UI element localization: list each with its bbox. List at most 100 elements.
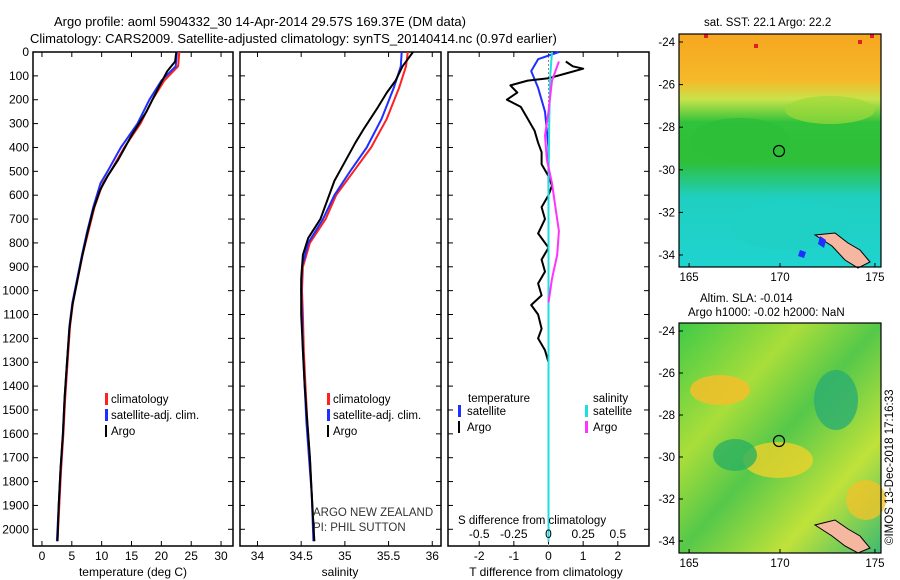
map-y-tick-label: -32	[658, 207, 675, 219]
map-y-tick-label: -30	[658, 452, 675, 464]
x-tick-label: 35	[338, 549, 352, 563]
legend-swatch-sal-satellite	[585, 405, 588, 417]
argo-float-location	[772, 434, 786, 448]
map-y-tick-label: -26	[658, 368, 675, 380]
y-tick-label: 1000	[2, 284, 29, 298]
series-line-argo	[505, 60, 585, 363]
sla-map-title-line1: Altim. SLA: -0.014	[700, 293, 793, 305]
figure-title-line1: Argo profile: aoml 5904332_30 14-Apr-201…	[54, 14, 466, 29]
y-tick-label: 1300	[2, 355, 29, 369]
sst-hotspot-marker	[870, 34, 874, 38]
new-zealand-coast	[813, 519, 871, 554]
sst-map-title: sat. SST: 22.1 Argo: 22.2	[704, 17, 831, 29]
x-tick-label: -1	[509, 549, 520, 563]
sst-hotspot-marker	[704, 34, 708, 38]
s-diff-tick-label: -0.25	[500, 527, 528, 541]
y-tick-label: 300	[9, 117, 29, 131]
x-tick-label: 1	[580, 549, 587, 563]
sla-map-title-line2: Argo h1000: -0.02 h2000: NaN	[688, 307, 845, 319]
imos-credit: ©IMOS 13-Dec-2018 17:16:33	[884, 389, 896, 545]
legend-swatch-climatology	[105, 393, 108, 405]
s-difference-axis-label: S difference from climatology	[458, 515, 606, 527]
temperature-x-axis: 0 5 10 15 20 25 30	[39, 52, 228, 563]
series-line-salinity-argo	[544, 61, 560, 303]
y-tick-label: 1800	[2, 475, 29, 489]
t-difference-x-axis: -2 -1 0 1 2	[474, 52, 621, 563]
s-difference-ticks: -0.5 -0.25 0 0.25 0.5	[469, 527, 627, 541]
x-tick-label: 2	[614, 549, 621, 563]
map-x-tick-label: 165	[680, 558, 699, 570]
legend-label-satellite: satellite-adj. clim.	[111, 410, 199, 422]
sla-map: Altim. SLA: -0.014 Argo h1000: -0.02 h20…	[658, 293, 886, 570]
y-tick-label: 1200	[2, 331, 29, 345]
sst-yellowgreen-patch	[785, 96, 875, 124]
difference-panel: -2 -1 0 1 2 temperature satellite Argo salin…	[447, 51, 650, 579]
s-diff-tick-label: 0.25	[571, 527, 595, 541]
sst-hotspot-marker	[754, 44, 758, 48]
x-tick-label: 36	[426, 549, 440, 563]
x-tick-label: 10	[95, 549, 109, 563]
y-tick-label: 1600	[2, 427, 29, 441]
argo-float-location	[772, 144, 786, 158]
map-y-tick-label: -28	[658, 122, 675, 134]
map-y-tick-label: -30	[658, 165, 675, 177]
map-y-tick-label: -32	[658, 494, 675, 506]
temperature-plot-frame	[32, 51, 234, 547]
legend-title-temperature: temperature	[468, 393, 530, 405]
temperature-axis-label: temperature (deg C)	[79, 565, 187, 579]
y-tick-label: 2000	[2, 522, 29, 536]
map-y-tick-label: -34	[658, 250, 675, 262]
y-tick-label: 800	[9, 236, 29, 250]
map-x-tick-label: 170	[770, 558, 789, 570]
x-tick-label: 0	[545, 549, 552, 563]
map-y-tick-label: -24	[658, 326, 675, 338]
x-tick-label: 30	[214, 549, 228, 563]
s-diff-tick-label: -0.5	[469, 527, 490, 541]
y-tick-label: 1100	[3, 308, 29, 322]
map-y-tick-label: -24	[658, 37, 675, 49]
legend-label-climatology: climatology	[111, 394, 169, 406]
legend-swatch-satellite	[105, 409, 108, 421]
legend-swatch-climatology	[327, 393, 330, 405]
salinity-legend: climatology satellite-adj. clim. Argo	[327, 393, 421, 438]
difference-profiles	[448, 51, 649, 546]
legend-label-sal-argo: Argo	[593, 422, 617, 434]
legend-label-argo: Argo	[111, 426, 135, 438]
sst-map-axes: 165 170 175 -24 -26 -28 -30 -32 -34	[658, 37, 884, 284]
sst-cold-marker	[798, 250, 806, 258]
sla-high-patch	[743, 442, 813, 478]
map-x-tick-label: 170	[770, 272, 789, 284]
difference-legend-temperature: temperature satellite Argo	[458, 393, 530, 434]
legend-label-satellite: satellite-adj. clim.	[333, 410, 421, 422]
legend-title-salinity: salinity	[593, 393, 628, 405]
salinity-x-axis: 34 34.5 35 35.5 36	[251, 52, 439, 563]
legend-label-sal-satellite: satellite	[593, 406, 632, 418]
x-tick-label: -2	[474, 549, 485, 563]
new-zealand-coast	[813, 232, 871, 269]
salinity-panel: 34 34.5 35 35.5 36 climatology satellite-adj…	[239, 51, 442, 579]
y-tick-label: 0	[22, 45, 29, 59]
difference-legend-salinity: salinity satellite Argo	[585, 393, 632, 434]
sst-map: sat. SST: 22.1 Argo: 22.2	[658, 17, 884, 284]
legend-swatch-argo	[327, 425, 329, 437]
argo-credit-line1: ARGO NEW ZEALAND	[313, 507, 433, 519]
salinity-axis-label: salinity	[322, 565, 359, 579]
y-tick-label: 1900	[2, 498, 29, 512]
legend-swatch-satellite	[327, 409, 330, 421]
map-x-tick-label: 175	[865, 558, 884, 570]
map-x-tick-label: 175	[865, 272, 884, 284]
y-tick-label: 900	[9, 260, 29, 274]
legend-label-argo: Argo	[333, 426, 357, 438]
map-y-tick-label: -28	[658, 410, 675, 422]
series-line-satellite	[530, 51, 560, 542]
y-tick-label: 400	[9, 140, 29, 154]
sla-map-field	[679, 323, 881, 553]
legend-swatch-sal-argo	[585, 421, 588, 433]
legend-label-temp-argo: Argo	[467, 422, 491, 434]
x-tick-label: 20	[155, 549, 169, 563]
x-tick-label: 35.5	[377, 549, 401, 563]
t-difference-axis-label: T difference from climatology	[469, 565, 623, 579]
sst-hotspot-marker	[858, 40, 862, 44]
legend-label-temp-satellite: satellite	[467, 406, 506, 418]
